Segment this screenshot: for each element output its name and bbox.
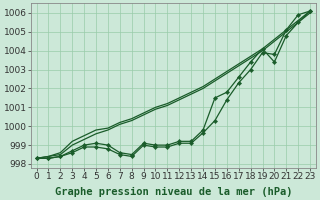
X-axis label: Graphe pression niveau de la mer (hPa): Graphe pression niveau de la mer (hPa)	[55, 186, 292, 197]
